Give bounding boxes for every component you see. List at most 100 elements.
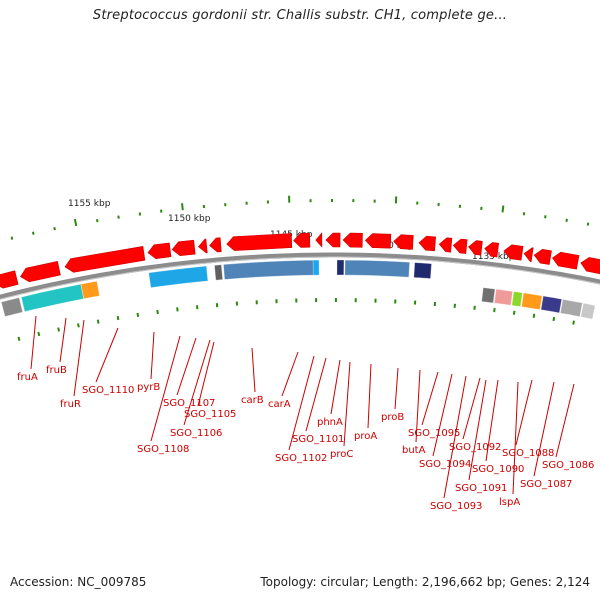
gene-label: SGO_1095 <box>408 428 460 439</box>
feature-blocks <box>0 259 596 341</box>
scale-tick <box>458 204 462 208</box>
label-leader <box>95 327 119 383</box>
label-leader <box>288 355 315 451</box>
scale-tick <box>117 215 120 219</box>
gene-label: fruA <box>17 372 38 383</box>
backbone <box>0 252 600 300</box>
inner-tick <box>433 301 437 307</box>
label-leader <box>367 363 372 429</box>
inner-tick <box>493 307 496 313</box>
scale-tick <box>31 231 35 235</box>
scale-label: 1135 kbp <box>472 252 515 262</box>
navy-block <box>413 262 433 280</box>
orange-block <box>80 280 101 300</box>
gene-label: fruB <box>46 365 67 376</box>
gene-label: SGO_1105 <box>184 409 236 420</box>
gene-arrow <box>484 242 500 258</box>
gene-arrow <box>503 244 524 261</box>
orange-block <box>521 292 543 311</box>
gene-arrow <box>293 232 311 248</box>
inner-tick <box>17 336 21 341</box>
scale-tick <box>373 199 376 203</box>
pink-block <box>493 288 514 306</box>
label-leader <box>394 367 399 410</box>
gene-label: phnA <box>317 417 343 428</box>
indigo-block <box>540 295 563 314</box>
gene-label: carA <box>268 399 291 410</box>
gene-label: pyrB <box>137 382 160 393</box>
label-leader <box>555 383 575 458</box>
label-leader <box>197 341 215 407</box>
steel-block <box>344 259 411 278</box>
label-leader <box>150 335 181 442</box>
green-block <box>511 291 523 308</box>
gene-label: SGO_1107 <box>163 398 215 409</box>
gene-label: SGO_1102 <box>275 453 327 464</box>
backbone-highlight <box>0 256 600 300</box>
gene-arrow <box>325 232 341 248</box>
scale-label: 1155 kbp <box>68 199 111 209</box>
gene-label: SGO_1110 <box>82 385 134 396</box>
gene-label: SGO_1108 <box>137 444 189 455</box>
inner-tick <box>235 301 239 306</box>
scale-tick <box>245 201 248 205</box>
map-title: Streptococcus gordonii str. Challis subs… <box>92 8 508 23</box>
inner-tick <box>354 298 357 303</box>
gene-label: SGO_1086 <box>542 460 594 471</box>
scale-tick <box>181 203 184 211</box>
gene-label: SGO_1094 <box>419 459 471 470</box>
grey-block <box>559 298 583 318</box>
steel-block <box>222 259 317 280</box>
scale-tick <box>501 205 505 213</box>
inner-tick <box>315 298 318 303</box>
gene-arrow <box>171 239 196 257</box>
gene-arrows <box>0 232 600 289</box>
inner-tick <box>57 327 61 332</box>
gene-arrow <box>364 233 392 249</box>
scale-tick <box>73 218 78 227</box>
grey-block <box>481 287 496 304</box>
scale-label: 1150 kbp <box>168 214 211 224</box>
sky-block <box>312 259 320 276</box>
grey-block <box>0 297 24 318</box>
inner-tick <box>473 305 476 310</box>
inner-tick <box>77 323 80 328</box>
inner-tick <box>116 315 120 321</box>
gene-arrow <box>551 251 580 270</box>
gene-arrow <box>226 233 293 251</box>
inner-tick <box>215 303 219 308</box>
label-leader <box>59 317 67 363</box>
gene-label: lspA <box>499 497 520 508</box>
scale-tick <box>288 195 291 203</box>
inner-tick <box>295 298 298 303</box>
inner-tick <box>552 316 556 322</box>
scale-tick <box>160 209 163 213</box>
gene-arrow <box>418 235 437 252</box>
gene-label: proC <box>330 449 353 460</box>
label-leader <box>421 371 439 426</box>
gene-arrow <box>393 234 414 250</box>
gene-arrow <box>438 237 453 253</box>
label-leader <box>176 337 197 396</box>
sky-block <box>148 265 209 289</box>
gene-label: SGO_1091 <box>455 483 507 494</box>
gene-label: proB <box>381 412 404 423</box>
label-leader <box>150 331 155 380</box>
inner-tick <box>255 300 258 305</box>
label-leader <box>343 361 351 447</box>
scale-ticks <box>10 195 590 240</box>
label-leader <box>468 379 487 481</box>
inner-tick <box>37 331 41 337</box>
label-leader <box>251 347 256 393</box>
gene-arrow <box>342 232 363 248</box>
inner-tick <box>334 297 337 303</box>
gene-label: SGO_1101 <box>292 434 344 445</box>
inner-tick <box>156 309 159 315</box>
scale-tick <box>224 203 227 207</box>
scale-tick <box>522 212 526 216</box>
scale-tick <box>138 212 142 216</box>
gene-arrow <box>64 246 146 273</box>
label-leader <box>305 357 327 432</box>
label-leader <box>432 373 453 457</box>
gene-arrow <box>523 247 534 263</box>
